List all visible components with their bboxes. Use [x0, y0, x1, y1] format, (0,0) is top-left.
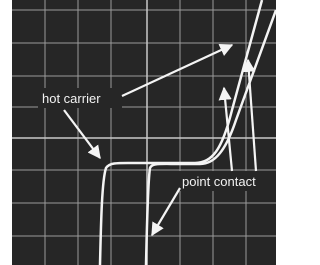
hot-carrier-label: hot carrier: [42, 91, 101, 106]
point-contact-label: point contact: [182, 174, 256, 189]
scope-figure: hot carrier point contact: [0, 0, 276, 265]
screen: [12, 0, 276, 265]
